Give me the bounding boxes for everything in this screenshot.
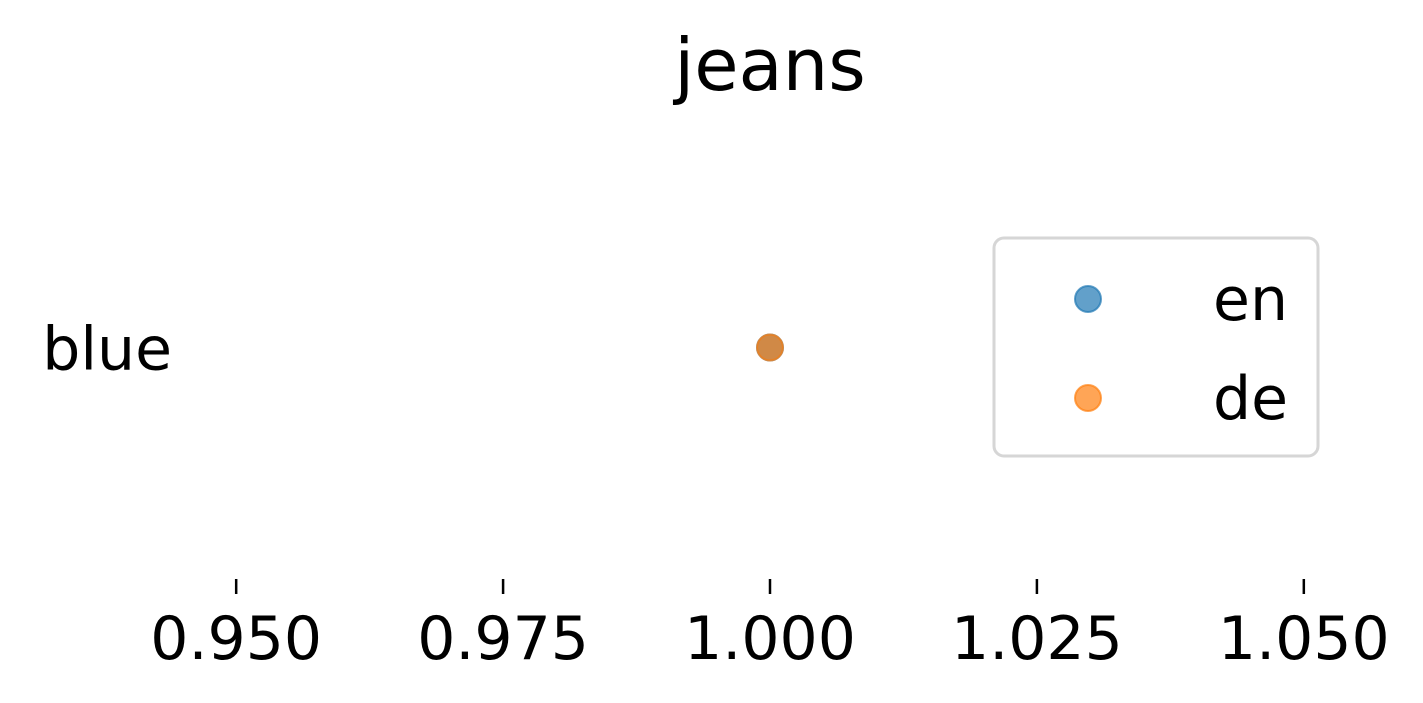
- legend-marker-de: [1074, 384, 1102, 412]
- x-tick-label: 1.050: [1218, 604, 1390, 674]
- data-point-de: [756, 333, 784, 362]
- legend-label-en: en: [1213, 265, 1288, 335]
- legend-label-de: de: [1213, 364, 1288, 434]
- x-tick-label: 1.000: [684, 604, 856, 674]
- legend: en de: [992, 236, 1320, 458]
- y-tick-label: blue: [42, 315, 172, 385]
- x-axis: 0.950 0.975 1.000 1.025 1.050: [150, 579, 1390, 674]
- x-tick-label: 0.975: [417, 604, 589, 674]
- legend-items: en de: [1074, 265, 1288, 434]
- plot-area: [756, 333, 784, 362]
- legend-marker-en: [1074, 285, 1102, 313]
- chart-title: jeans: [672, 23, 866, 107]
- x-tick-label: 0.950: [150, 604, 322, 674]
- y-axis: blue: [42, 315, 172, 385]
- x-tick-label: 1.025: [951, 604, 1123, 674]
